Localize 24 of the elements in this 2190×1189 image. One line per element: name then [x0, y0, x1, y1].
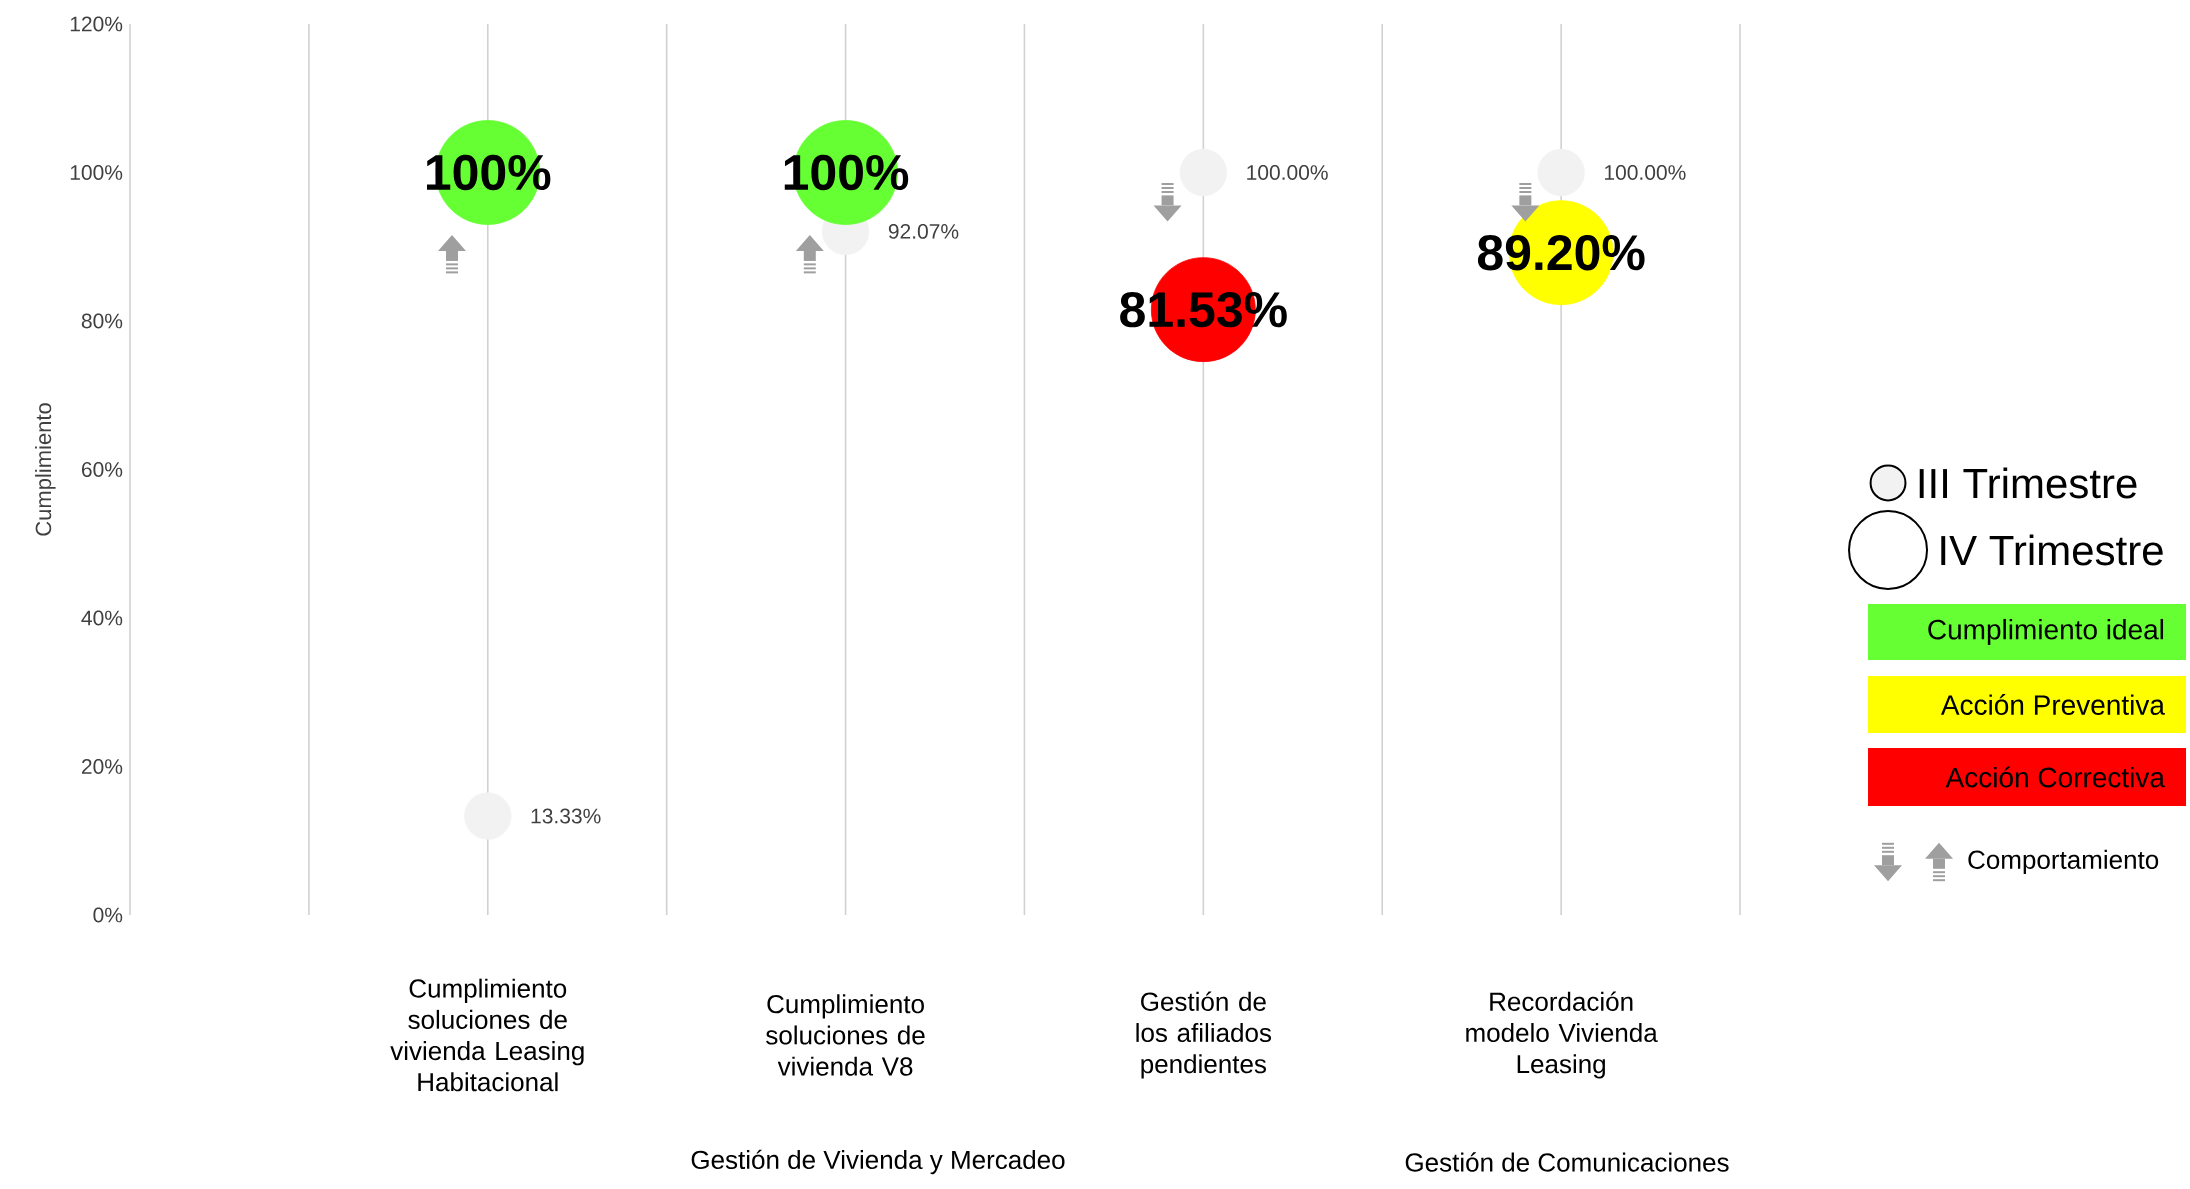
text: Cumplimiento ideal [1928, 618, 2164, 646]
y-tick-label: 80% [81, 313, 123, 329]
y-tick-label: 100% [70, 165, 123, 180]
y-tick-label: 120% [70, 16, 123, 32]
y-tick-label: 40% [81, 610, 123, 626]
x-tick-label: Recordación modelo Vivienda Leasing [1466, 991, 1658, 1079]
text: Acción Preventiva [1940, 694, 2165, 715]
data-label: 92.07% [888, 223, 959, 239]
text: Acción Correctiva [1945, 766, 2165, 788]
text: III Trimestre [1919, 467, 2137, 499]
y-tick-label: 20% [81, 759, 123, 774]
text: Gestión de Comunicaciones [1405, 1152, 1729, 1172]
x-tick-label: Cumplimiento soluciones de vivienda Leasing Habitacional [390, 978, 584, 1092]
data-label: 100.00% [1605, 165, 1686, 180]
data-label: 100.00% [1247, 165, 1328, 180]
y-axis-title: Cumplimiento [35, 403, 56, 536]
y-tick-label: 0% [93, 907, 123, 923]
text: IV Trimestre [1941, 534, 2163, 566]
x-tick-label: Cumplimiento soluciones de vivienda V8 [766, 994, 925, 1076]
data-label: 13.33% [531, 808, 601, 824]
y-tick-label: 60% [81, 462, 123, 477]
x-tick-label: Gestión de los afiliados pendientes [1136, 991, 1272, 1079]
text: Comportamiento [1968, 849, 2159, 875]
text: Gestión de Vivienda y Mercadeo [691, 1149, 1065, 1175]
